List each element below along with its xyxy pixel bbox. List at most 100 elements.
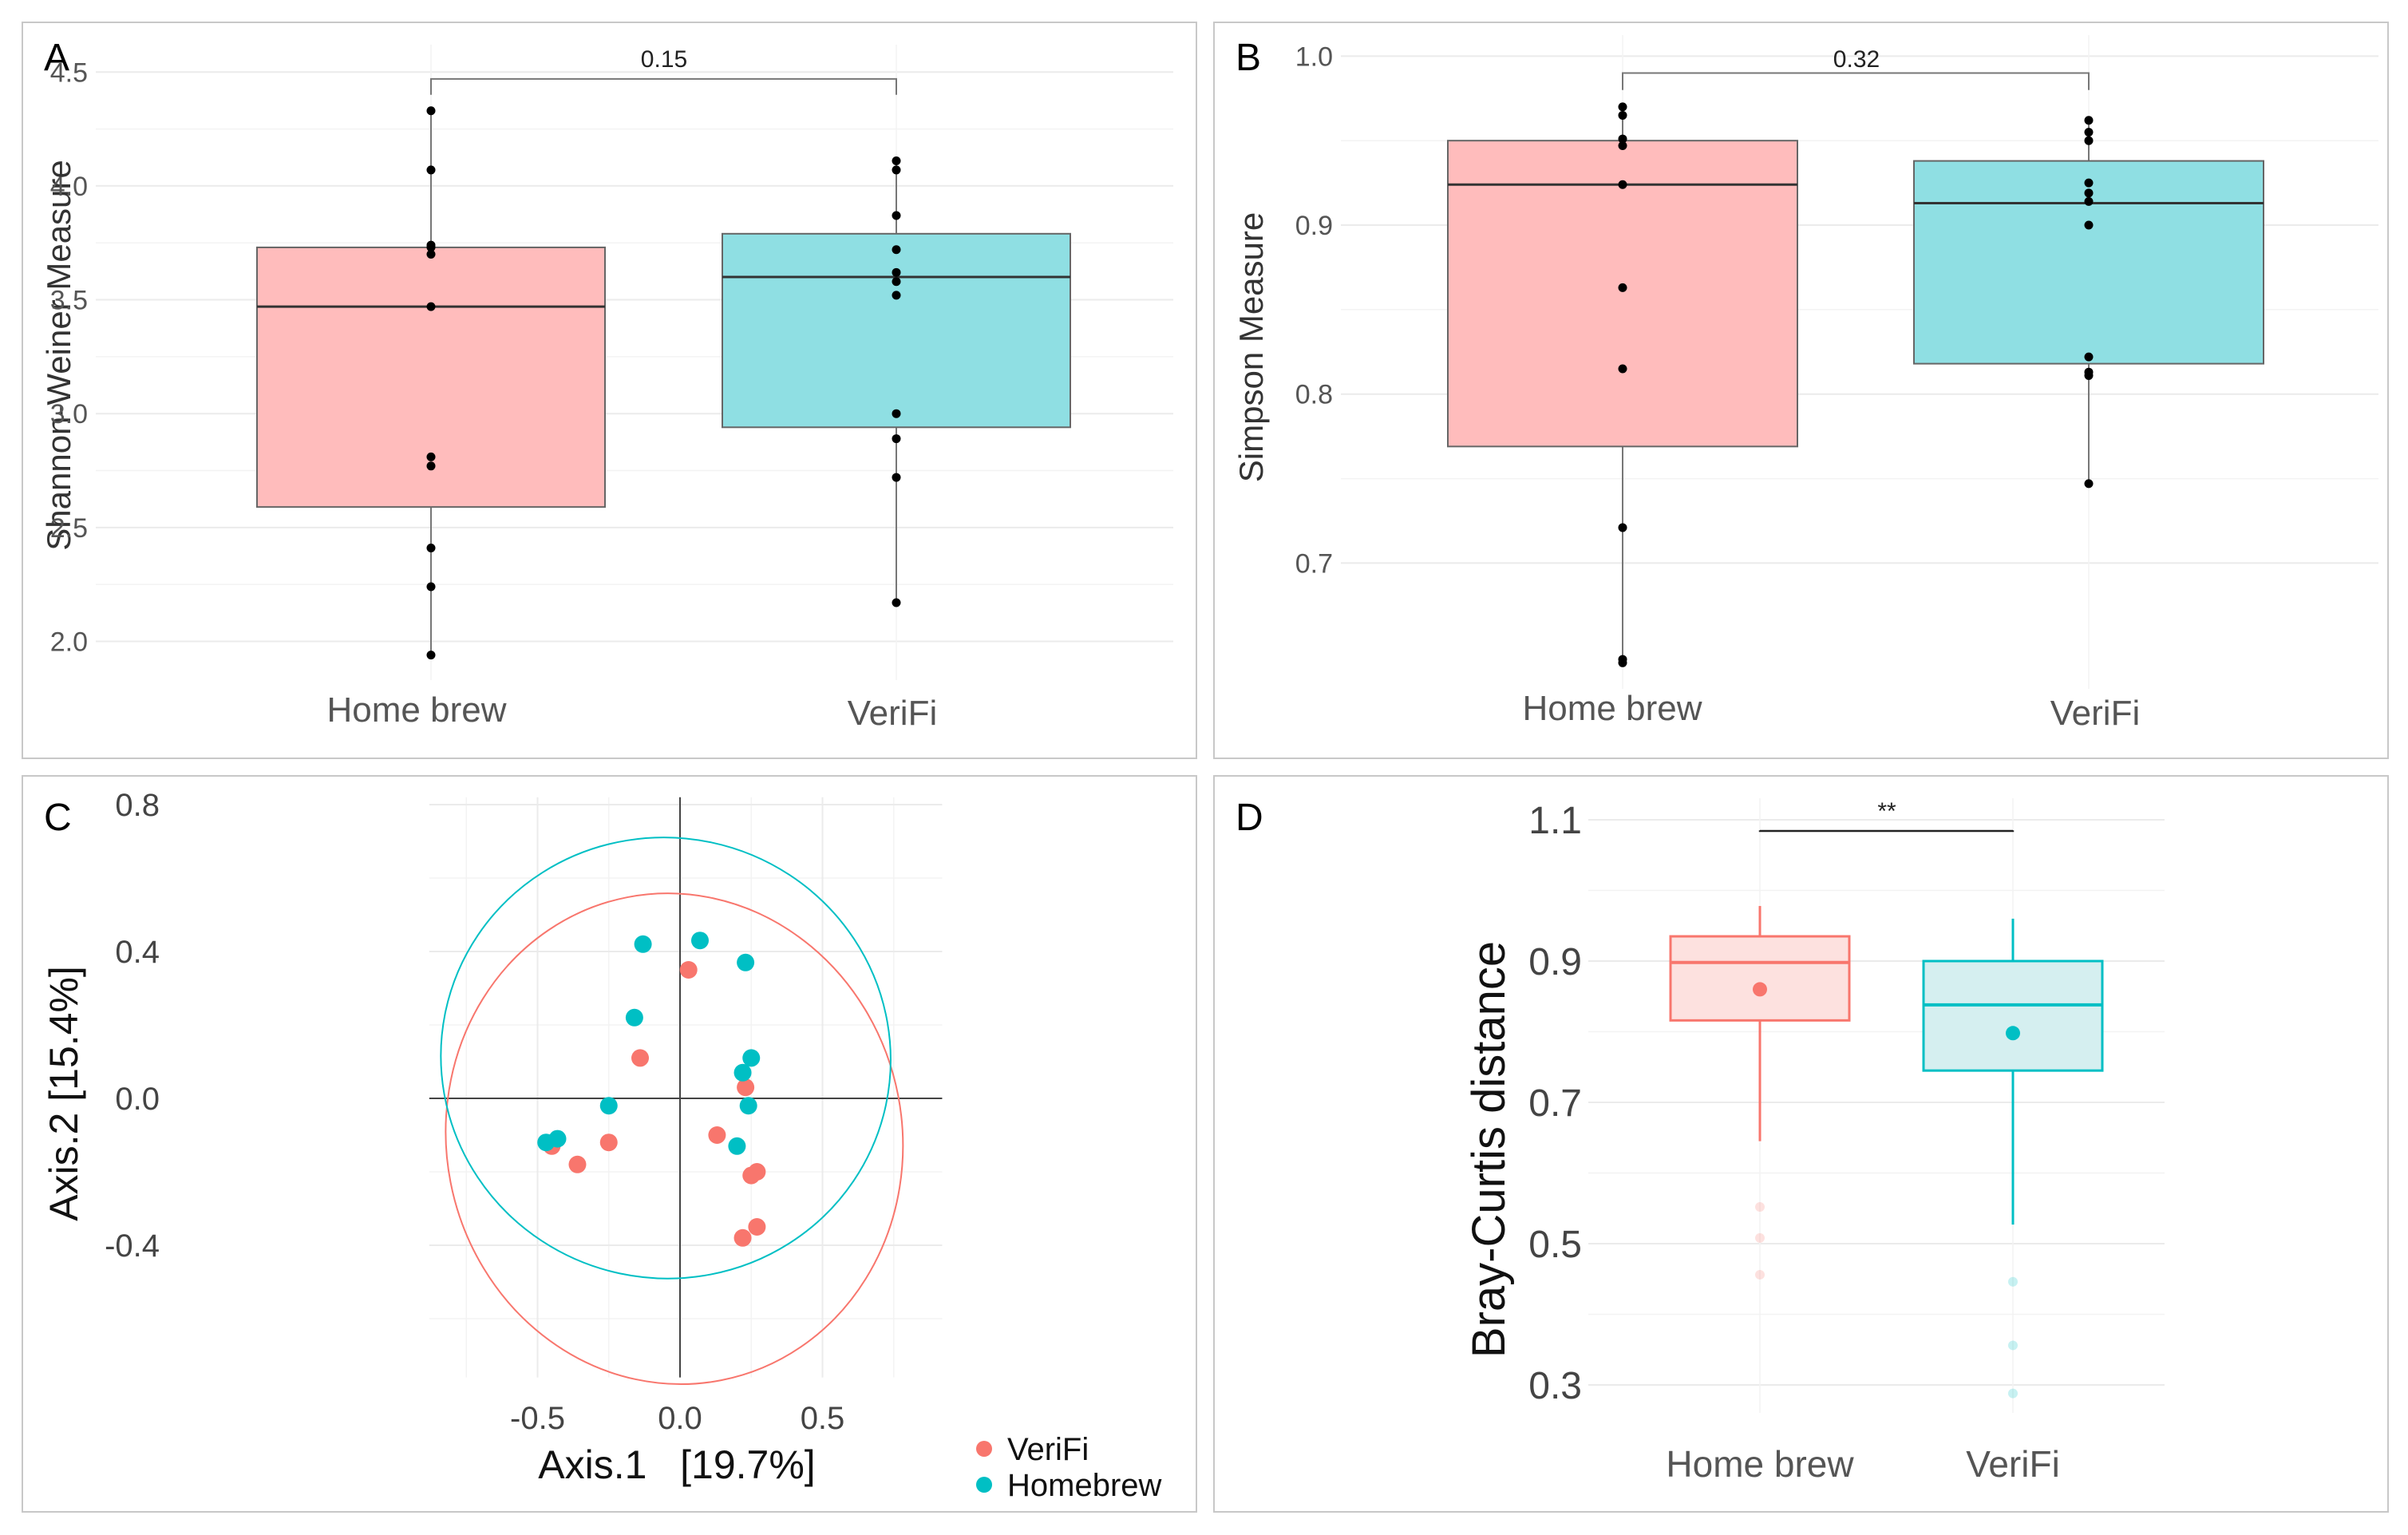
legend-homebrew-label: Homebrew	[1007, 1468, 1162, 1503]
legend-verifi-dot	[976, 1441, 992, 1457]
x-tick-label: 0.5	[801, 1401, 845, 1436]
outlier-point	[1755, 1201, 1765, 1212]
data-point	[426, 544, 436, 553]
scatter-point-homebrew	[733, 1063, 752, 1082]
scatter-point-verifi	[679, 961, 698, 979]
data-point	[426, 106, 436, 116]
legend-verifi-label: VeriFi	[1007, 1432, 1089, 1467]
significance-bracket	[1622, 72, 2090, 90]
x-tick-label: -0.5	[510, 1401, 565, 1436]
y-tick-label: 0.7	[1528, 1082, 1582, 1125]
significance-bracket	[430, 77, 897, 95]
panel-a-letter: A	[44, 37, 69, 79]
scatter-point-homebrew	[690, 932, 709, 950]
panel-a: A Shannon-Weiner Measure 2.0 2.5 3.0 3.5 4.0…	[22, 22, 1197, 759]
panel-a-xtick-home: Home brew	[327, 690, 507, 730]
scatter-point-verifi	[599, 1133, 618, 1152]
y-tick-label: 0.9	[1295, 211, 1333, 241]
data-point	[1618, 523, 1627, 532]
data-point	[892, 409, 901, 418]
data-point	[426, 582, 436, 591]
y-tick-label: 0.8	[1295, 380, 1333, 410]
data-point	[426, 243, 436, 252]
scatter-point-verifi	[733, 1228, 752, 1247]
y-tick-label: 4.5	[50, 57, 88, 88]
data-point	[1618, 110, 1627, 120]
scatter-point-homebrew	[737, 953, 755, 971]
panel-b-border	[1213, 22, 2389, 759]
scatter-point-homebrew	[599, 1097, 618, 1115]
data-point	[2084, 196, 2094, 206]
panel-a-pvalue: 0.15	[641, 46, 687, 73]
data-point	[426, 452, 436, 461]
data-point	[2084, 188, 2094, 198]
outlier-point	[1755, 1269, 1765, 1280]
data-point	[892, 434, 901, 444]
data-point	[1618, 658, 1627, 667]
panel-b-xtick-verifi: VeriFi	[2050, 694, 2140, 733]
box-home-brew	[1447, 140, 1798, 448]
data-point	[1618, 102, 1627, 112]
data-point	[892, 245, 901, 255]
data-point	[2084, 178, 2094, 188]
scatter-point-homebrew	[739, 1097, 757, 1115]
data-point	[892, 165, 901, 175]
panel-c-xlabel: Axis.1 [19.7%]	[538, 1442, 815, 1487]
legend-homebrew-dot	[976, 1477, 992, 1493]
mean-point	[2006, 1026, 2020, 1041]
scatter-point-verifi	[568, 1155, 587, 1173]
outlier-point	[2008, 1388, 2018, 1399]
panel-b: B Simpson Measure 0.7 0.8 0.9 1.0 Home brew…	[1213, 22, 2389, 759]
scatter-point-homebrew	[548, 1129, 567, 1148]
data-point	[892, 598, 901, 607]
scatter-point-verifi	[748, 1163, 766, 1181]
data-point	[892, 277, 901, 287]
data-point	[426, 249, 436, 259]
panel-d-xtick-home: Home brew	[1666, 1443, 1854, 1485]
significance-bracket	[1758, 829, 2015, 833]
data-point	[2084, 128, 2094, 137]
y-tick-label: 2.0	[50, 627, 88, 657]
y-tick-label: 1.1	[1528, 800, 1582, 842]
panel-d-plot: 0.3 0.5 0.7 0.9 1.1	[1528, 798, 2165, 1413]
data-point	[1618, 134, 1627, 144]
data-point	[1618, 364, 1627, 374]
data-point	[892, 267, 901, 277]
confidence-ellipse-homebrew	[440, 837, 892, 1280]
y-tick-label: 0.4	[115, 935, 160, 970]
data-point	[2084, 370, 2094, 380]
data-point	[426, 302, 436, 311]
data-point	[426, 651, 436, 660]
data-point	[892, 291, 901, 300]
y-tick-label: 0.9	[1528, 941, 1582, 983]
scatter-point-verifi	[737, 1078, 755, 1097]
scatter-point-homebrew	[625, 1008, 643, 1027]
box-verifi	[1922, 959, 2104, 1072]
data-point	[2084, 136, 2094, 145]
panel-b-plot: 0.7 0.8 0.9 1.0	[1295, 35, 2378, 689]
panel-d-signif: **	[1877, 798, 1896, 825]
panel-d-ylabel: Bray-Curtis distance	[1463, 941, 1515, 1358]
scatter-point-homebrew	[742, 1049, 761, 1067]
panel-b-ylabel: Simpson Measure	[1232, 212, 1270, 482]
panel-c: C Axis.2 [15.4%] Axis.1 [19.7%] -0.5 0.0 0…	[22, 775, 1197, 1513]
y-tick-label: 0.3	[1528, 1365, 1582, 1407]
panel-d: D Bray-Curtis distance 0.3 0.5 0.7 0.9 1.1 H…	[1213, 775, 2389, 1513]
panel-c-plot: -0.5 0.0 0.5 -0.4 0.0 0.4 0.8	[105, 788, 943, 1436]
panel-a-ylabel: Shannon-Weiner Measure	[40, 160, 77, 551]
panel-b-xtick-home: Home brew	[1523, 689, 1702, 728]
scatter-point-verifi	[631, 1049, 650, 1067]
panel-c-letter: C	[44, 797, 72, 839]
scatter-point-homebrew	[634, 935, 652, 953]
data-point	[892, 211, 901, 220]
panel-d-letter: D	[1236, 797, 1263, 839]
y-tick-label: 0.7	[1295, 548, 1333, 579]
mean-point	[1753, 982, 1767, 997]
data-point	[2084, 116, 2094, 125]
y-tick-label: 4.0	[50, 172, 88, 202]
data-point	[892, 473, 901, 482]
panel-c-legend: VeriFi Homebrew	[976, 1432, 1162, 1503]
x-tick-label: 0.0	[658, 1401, 702, 1436]
confidence-ellipse-verifi	[445, 892, 904, 1386]
data-point	[1618, 180, 1627, 189]
